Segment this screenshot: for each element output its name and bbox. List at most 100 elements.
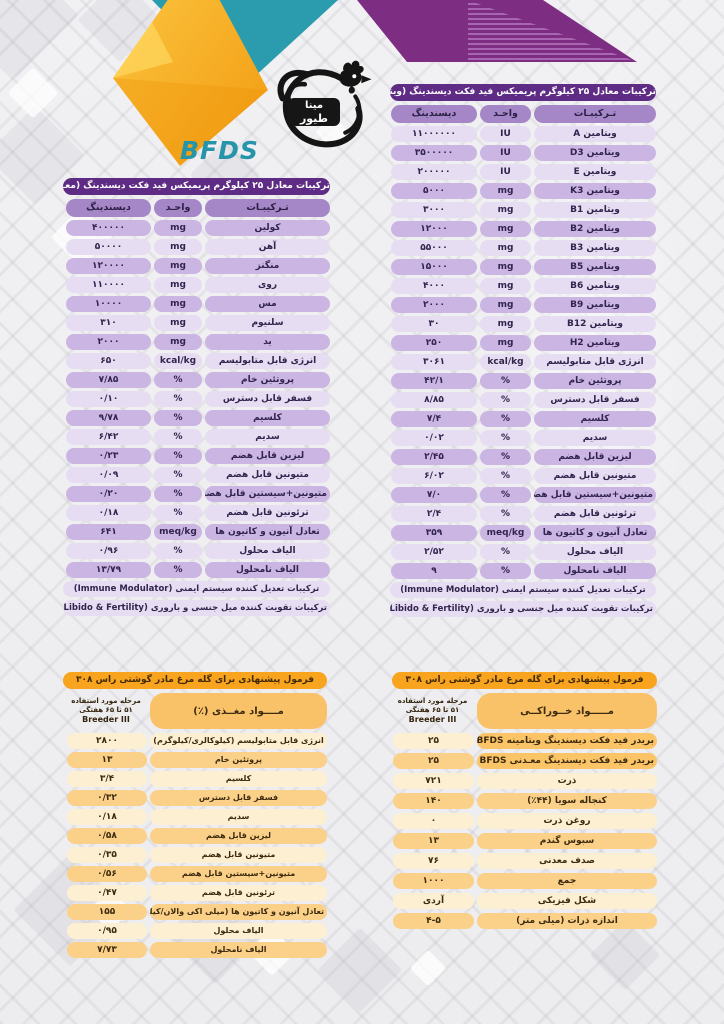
unit-cell: mg [154, 258, 202, 274]
component-name-cell: سدیم [205, 429, 330, 445]
stage-header: مرحله مورد استفاده ۵۱ تا ۶۵ هفتگی Breede… [392, 693, 473, 729]
logo-text-line2: طیور [299, 112, 329, 125]
unit-cell: % [154, 372, 202, 388]
nutrient-name-cell: انرژی قابل متابولیسم (کیلوکالری/کیلوگرم) [150, 733, 327, 749]
nutrient-name-cell: الیاف نامحلول [150, 942, 327, 958]
component-name-cell: روی [205, 277, 330, 293]
ingredient-name-cell: سبوس گندم [477, 833, 657, 849]
logo-text-line1: مینا [304, 100, 324, 111]
table-row: کلسیم % ۷/۴ [390, 411, 656, 427]
value-cell: ۲۰۰۰ [391, 297, 477, 313]
unit-cell: mg [154, 296, 202, 312]
unit-cell: mg [154, 277, 202, 293]
table-row: روی mg ۱۱۰۰۰۰ [63, 277, 330, 293]
unit-cell: % [480, 468, 531, 484]
nutrient-name-cell: الیاف محلول [150, 923, 327, 939]
table-row: متیونین+سیستین قابل هضم ۰/۵۶ [63, 866, 327, 882]
component-name-cell: ترئونین قابل هضم [534, 506, 656, 522]
value-cell: ۷/۰ [391, 487, 477, 503]
column-header-unit: واحـد [480, 105, 531, 123]
table-row: ترئونین قابل هضم % ۰/۱۸ [63, 505, 330, 521]
table-row: تعادل آنیون و کاتیون ها meq/kg ۶۴۱ [63, 524, 330, 540]
stage-line2: ۵۱ تا ۶۵ هفتگی [405, 706, 460, 714]
table-row: منگنز mg ۱۲۰۰۰۰ [63, 258, 330, 274]
unit-cell: mg [154, 239, 202, 255]
table-row: الیاف نامحلول % ۹ [390, 563, 656, 579]
value-cell: ۵۰۰۰۰ [66, 239, 151, 255]
table-row: ویتامین B6 mg ۴۰۰۰ [390, 278, 656, 294]
value-cell: ۶۴۱ [66, 524, 151, 540]
ingredient-name-cell: صدف معدنی [477, 853, 657, 869]
value-cell: ۴-۵ [393, 913, 474, 929]
mineral-table-header: تـرکیبـات واحـد دیسندینگ [63, 199, 330, 217]
value-cell: ۶/۰۲ [391, 468, 477, 484]
stage-line2: ۵۱ تا ۶۵ هفتگی [79, 706, 133, 714]
unit-cell: % [154, 543, 202, 559]
table-row: بریدر فید فکت دیسندینگ معـدنی BFDS ۲۵ [392, 753, 657, 769]
value-cell: ۱۲۰۰۰۰ [66, 258, 151, 274]
table-row: کلسیم % ۹/۷۸ [63, 410, 330, 426]
table-row: پروتئین خام ۱۳ [63, 752, 327, 768]
table-row: تعادل آنیون و کاتیون ها (میلی اکی والان/… [63, 904, 327, 920]
value-cell: ۰/۱۸ [67, 809, 147, 825]
value-cell: ۰/۵۸ [67, 828, 147, 844]
component-name-cell: الیاف محلول [534, 544, 656, 560]
table-row: ویتامین B2 mg ۱۲۰۰۰ [390, 221, 656, 237]
table-row: اندازه ذرات (میلی متر) ۴-۵ [392, 913, 657, 929]
stage-line3: Breeder III [408, 714, 457, 724]
table-row: الیاف نامحلول % ۱۳/۷۹ [63, 562, 330, 578]
table-row: ویتامین A IU ۱۱۰۰۰۰۰۰ [390, 126, 656, 142]
unit-cell: IU [480, 145, 531, 161]
unit-cell: mg [480, 202, 531, 218]
formula-table-header: مـــــواد خــوراکــی مرحله مورد استفاده … [392, 693, 657, 729]
table-row: متیونین قابل هضم ۰/۳۵ [63, 847, 327, 863]
formula-table-title: فرمول پیشنهادی برای گله مرغ مادر گوشتی ر… [63, 672, 327, 689]
unit-cell: mg [480, 278, 531, 294]
value-cell: ۰/۰۹ [66, 467, 151, 483]
value-cell: ۲/۴ [391, 506, 477, 522]
component-name-cell: سدیم [534, 430, 656, 446]
nutrient-name-cell: پروتئین خام [150, 752, 327, 768]
value-cell: ۰ [393, 813, 474, 829]
unit-cell: % [480, 487, 531, 503]
libido-fertility-note: ترکیبات تقویت کننده میل جنسی و باروری (L… [63, 600, 330, 616]
unit-cell: % [154, 467, 202, 483]
component-name-cell: الیاف نامحلول [534, 563, 656, 579]
component-name-cell: ویتامین B3 [534, 240, 656, 256]
company-logo: مینا طیور [266, 52, 378, 158]
unit-cell: % [480, 449, 531, 465]
nutrient-name-cell: سدیم [150, 809, 327, 825]
value-cell: ۱۰۰۰۰ [66, 296, 151, 312]
header-decoration [113, 0, 637, 166]
table-row: لیزین قابل هضم % ۰/۲۳ [63, 448, 330, 464]
table-row: انرژی قابل متابولیسم kcal/kg ۳۰۶۱ [390, 354, 656, 370]
component-name-cell: لیزین قابل هضم [534, 449, 656, 465]
unit-cell: mg [480, 183, 531, 199]
vitamin-table-header: تـرکیبـات واحـد دیسندینگ [390, 105, 656, 123]
table-row: انرژی قابل متابولیسم kcal/kg ۶۵۰ [63, 353, 330, 369]
value-cell: ۱۱۰۰۰۰۰۰ [391, 126, 477, 142]
table-row: متیونین قابل هضم % ۶/۰۲ [390, 468, 656, 484]
value-cell: ۰/۱۸ [66, 505, 151, 521]
value-cell: ۱۲۰۰۰ [391, 221, 477, 237]
component-name-cell: ویتامین H2 [534, 335, 656, 351]
component-name-cell: پروتئین خام [534, 373, 656, 389]
table-row: کولین mg ۴۰۰۰۰۰ [63, 220, 330, 236]
value-cell: ۰/۲۰ [66, 486, 151, 502]
value-cell: ۵۰۰۰ [391, 183, 477, 199]
value-cell: ۰/۰۲ [391, 430, 477, 446]
nutrient-name-cell: فسفر قابل دسترس [150, 790, 327, 806]
unit-cell: mg [480, 335, 531, 351]
ingredient-name-cell: بریدر فید فکت دیسندینگ معـدنی BFDS [477, 753, 657, 769]
column-header-value: دیسندینگ [391, 105, 477, 123]
table-row: فسفر قابل دسترس % ۰/۱۰ [63, 391, 330, 407]
table-row: کنجاله سویا (۴۴٪) ۱۴۰ [392, 793, 657, 809]
table-row: سدیم % ۰/۰۲ [390, 430, 656, 446]
unit-cell: % [480, 430, 531, 446]
value-cell: ۷/۸۵ [66, 372, 151, 388]
formula-nutrients-table: فرمول پیشنهادی برای گله مرغ مادر گوشتی ر… [63, 672, 327, 961]
value-cell: ۲۸۰۰ [67, 733, 147, 749]
component-name-cell: مس [205, 296, 330, 312]
value-cell: ۳۰۶۱ [391, 354, 477, 370]
unit-cell: % [154, 448, 202, 464]
